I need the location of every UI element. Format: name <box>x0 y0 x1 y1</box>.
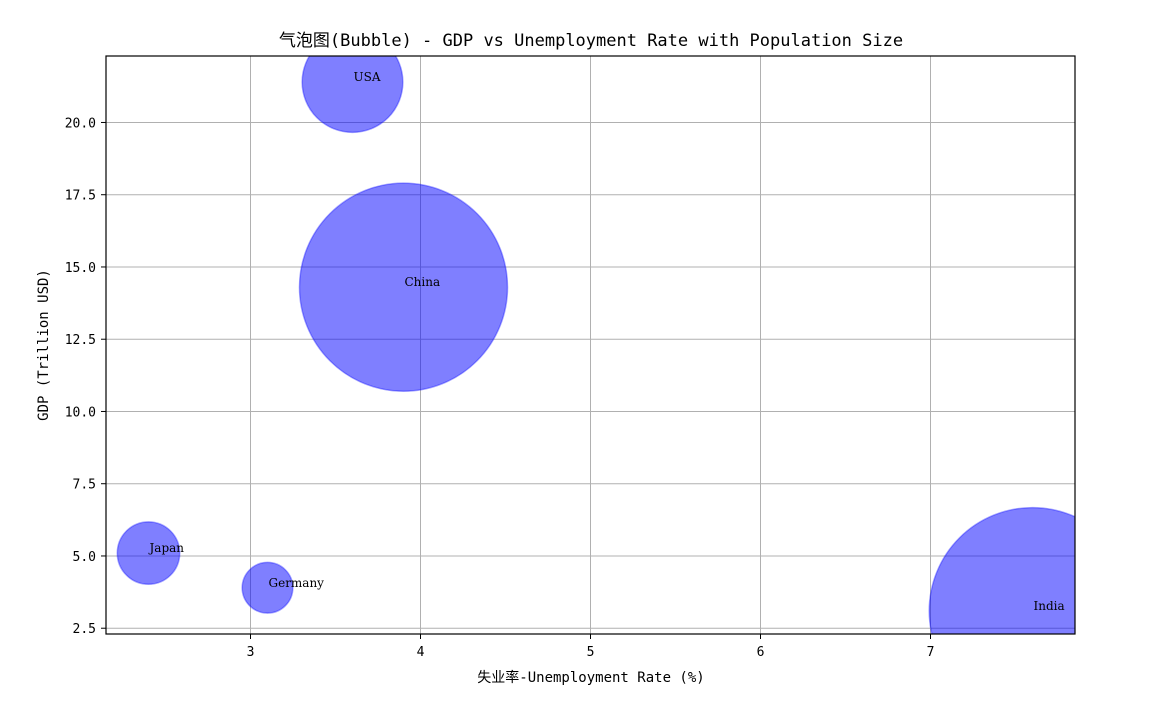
y-tick-label: 15.0 <box>65 261 96 276</box>
y-tick-label: 2.5 <box>73 622 96 637</box>
bubble-usa <box>301 56 404 134</box>
bubble-layer <box>116 56 1075 634</box>
bubble-china <box>298 182 509 392</box>
bubble-label-japan: Japan <box>148 541 185 555</box>
y-tick-label: 5.0 <box>73 550 96 565</box>
y-axis-ticks: 2.5 5.0 7.5 10.0 12.5 15.0 17.5 20.0 <box>65 116 106 637</box>
x-axis-label: 失业率-Unemployment Rate (%) <box>477 669 704 686</box>
x-axis-ticks: 3 4 5 6 7 <box>247 634 935 660</box>
bubble-germany <box>241 561 294 614</box>
y-tick-label: 20.0 <box>65 116 96 131</box>
bubble-label-layer: USA China Japan Germany India <box>148 70 1065 613</box>
y-tick-label: 12.5 <box>65 333 96 348</box>
x-tick-label: 5 <box>587 645 595 660</box>
x-tick-label: 7 <box>927 645 935 660</box>
bubble-japan <box>116 521 181 586</box>
x-tick-label: 4 <box>417 645 425 660</box>
y-axis-label: GDP (Trillion USD) <box>36 269 52 421</box>
y-tick-label: 17.5 <box>65 189 96 204</box>
bubble-india <box>928 506 1075 634</box>
grid-lines <box>106 56 1075 634</box>
x-tick-label: 6 <box>757 645 765 660</box>
bubble-label-usa: USA <box>354 70 381 84</box>
bubble-label-china: China <box>405 275 441 289</box>
bubble-label-germany: Germany <box>269 576 325 590</box>
y-tick-label: 7.5 <box>73 478 96 493</box>
y-tick-label: 10.0 <box>65 405 96 420</box>
bubble-label-india: India <box>1034 599 1065 613</box>
chart-title: 气泡图(Bubble) - GDP vs Unemployment Rate w… <box>279 31 903 51</box>
x-tick-label: 3 <box>247 645 255 660</box>
